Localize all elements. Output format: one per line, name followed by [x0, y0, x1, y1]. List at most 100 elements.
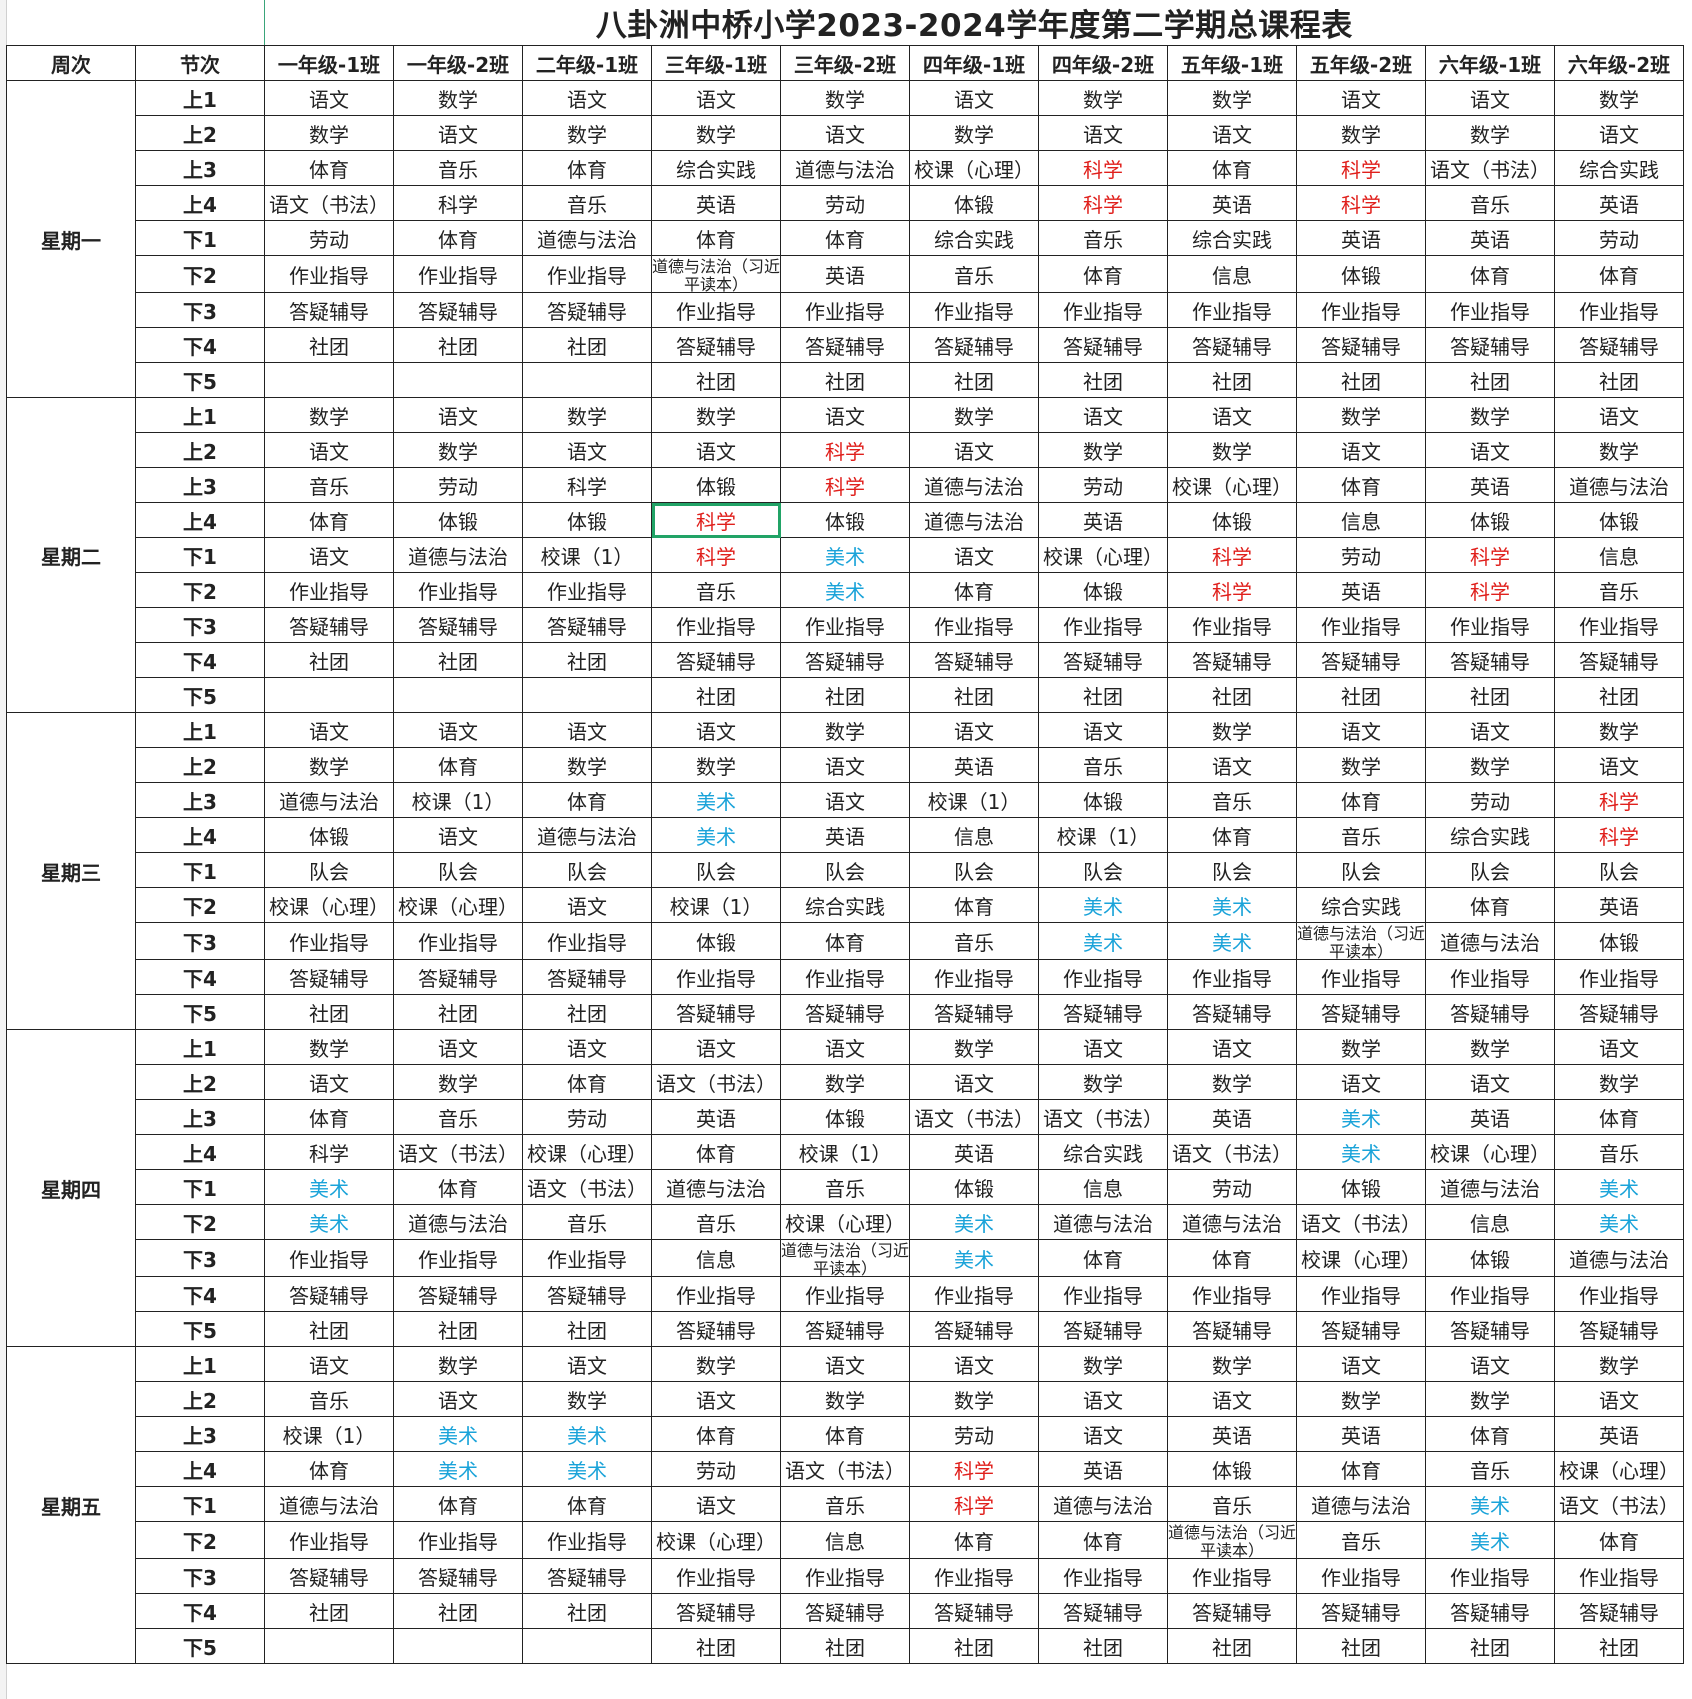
- course-cell[interactable]: 数学: [1167, 80, 1297, 116]
- course-cell[interactable]: 答疑辅导: [264, 607, 394, 643]
- course-cell[interactable]: 数学: [1296, 397, 1426, 433]
- course-cell[interactable]: 美术: [1425, 1486, 1555, 1522]
- period-cell[interactable]: 上3: [135, 1416, 265, 1452]
- course-cell[interactable]: 体锻: [264, 817, 394, 853]
- header-class[interactable]: 四年级-2班: [1038, 45, 1168, 81]
- course-cell[interactable]: 数学: [393, 80, 523, 116]
- course-cell[interactable]: 答疑辅导: [264, 1558, 394, 1594]
- course-cell[interactable]: 校课（心理）: [1554, 1451, 1684, 1487]
- course-cell[interactable]: 语文（书法）: [264, 185, 394, 221]
- course-cell[interactable]: 作业指导: [393, 255, 523, 293]
- course-cell[interactable]: 音乐: [1425, 1451, 1555, 1487]
- course-cell[interactable]: 道德与法治: [393, 537, 523, 573]
- course-cell[interactable]: 语文: [393, 817, 523, 853]
- course-cell[interactable]: 科学: [1296, 185, 1426, 221]
- course-cell[interactable]: 答疑辅导: [1296, 642, 1426, 678]
- course-cell[interactable]: 作业指导: [909, 1558, 1039, 1594]
- period-cell[interactable]: 下3: [135, 1558, 265, 1594]
- course-cell[interactable]: 科学: [651, 502, 781, 538]
- course-cell[interactable]: 体锻: [1554, 922, 1684, 960]
- course-cell[interactable]: 体育: [264, 1099, 394, 1135]
- course-cell[interactable]: 答疑辅导: [393, 607, 523, 643]
- course-cell[interactable]: 劳动: [522, 1099, 652, 1135]
- period-cell[interactable]: 上4: [135, 502, 265, 538]
- course-cell[interactable]: 语文: [522, 712, 652, 748]
- course-cell[interactable]: 道德与法治: [1425, 1169, 1555, 1205]
- course-cell[interactable]: 社团: [264, 1593, 394, 1629]
- course-cell[interactable]: 语文（书法）: [1425, 150, 1555, 186]
- course-cell[interactable]: 数学: [1554, 1346, 1684, 1382]
- course-cell[interactable]: 作业指导: [1167, 959, 1297, 995]
- day-cell[interactable]: 星期四: [6, 1029, 136, 1347]
- header-class[interactable]: 五年级-1班: [1167, 45, 1297, 81]
- course-cell[interactable]: 英语: [1554, 1416, 1684, 1452]
- course-cell[interactable]: 信息: [1296, 502, 1426, 538]
- course-cell[interactable]: 作业指导: [909, 292, 1039, 328]
- course-cell[interactable]: 体锻: [522, 502, 652, 538]
- course-cell[interactable]: 校课（心理）: [1167, 467, 1297, 503]
- course-cell[interactable]: 美术: [909, 1204, 1039, 1240]
- period-cell[interactable]: 上4: [135, 817, 265, 853]
- course-cell[interactable]: 社团: [651, 677, 781, 713]
- period-cell[interactable]: 下2: [135, 255, 265, 293]
- course-cell[interactable]: 作业指导: [1296, 1558, 1426, 1594]
- header-class[interactable]: 五年级-2班: [1296, 45, 1426, 81]
- course-cell[interactable]: 语文（书法）: [651, 1064, 781, 1100]
- course-cell[interactable]: 社团: [1038, 1628, 1168, 1664]
- period-cell[interactable]: 上2: [135, 747, 265, 783]
- course-cell[interactable]: 体锻: [651, 467, 781, 503]
- course-cell[interactable]: 作业指导: [393, 1521, 523, 1559]
- course-cell[interactable]: 音乐: [1296, 817, 1426, 853]
- course-cell[interactable]: 道德与法治（习近平读本）: [780, 1239, 910, 1277]
- course-cell[interactable]: 体锻: [393, 502, 523, 538]
- course-cell[interactable]: 劳动: [651, 1451, 781, 1487]
- course-cell[interactable]: 数学: [264, 1029, 394, 1065]
- course-cell[interactable]: 语文: [909, 80, 1039, 116]
- course-cell[interactable]: 科学: [651, 537, 781, 573]
- page-title[interactable]: 八卦洲中桥小学2023-2024学年度第二学期总课程表: [264, 0, 1684, 46]
- course-cell[interactable]: 语文: [1038, 1029, 1168, 1065]
- course-cell[interactable]: 语文: [1167, 1029, 1297, 1065]
- course-cell[interactable]: 科学: [1296, 150, 1426, 186]
- course-cell[interactable]: 社团: [909, 1628, 1039, 1664]
- period-cell[interactable]: 下4: [135, 959, 265, 995]
- course-cell[interactable]: 体育: [522, 1486, 652, 1522]
- course-cell[interactable]: 美术: [1167, 922, 1297, 960]
- period-cell[interactable]: 下3: [135, 292, 265, 328]
- course-cell[interactable]: 答疑辅导: [651, 642, 781, 678]
- course-cell[interactable]: 答疑辅导: [264, 1276, 394, 1312]
- course-cell[interactable]: 体育: [651, 220, 781, 256]
- course-cell[interactable]: 社团: [393, 642, 523, 678]
- course-cell[interactable]: 英语: [1038, 502, 1168, 538]
- course-cell[interactable]: 社团: [1554, 362, 1684, 398]
- course-cell[interactable]: 体育: [1425, 887, 1555, 923]
- header-period[interactable]: 节次: [135, 45, 265, 81]
- course-cell[interactable]: 科学: [909, 1451, 1039, 1487]
- course-cell[interactable]: 答疑辅导: [1425, 327, 1555, 363]
- course-cell[interactable]: 答疑辅导: [909, 994, 1039, 1030]
- course-cell[interactable]: 作业指导: [651, 292, 781, 328]
- course-cell[interactable]: 体育: [522, 150, 652, 186]
- course-cell[interactable]: 数学: [909, 1381, 1039, 1417]
- course-cell[interactable]: 答疑辅导: [909, 1311, 1039, 1347]
- course-cell[interactable]: 答疑辅导: [1167, 994, 1297, 1030]
- course-cell[interactable]: 社团: [1425, 677, 1555, 713]
- course-cell[interactable]: 队会: [1167, 852, 1297, 888]
- course-cell[interactable]: 道德与法治: [393, 1204, 523, 1240]
- period-cell[interactable]: 上4: [135, 1134, 265, 1170]
- header-class[interactable]: 一年级-2班: [393, 45, 523, 81]
- course-cell[interactable]: 道德与法治（习近平读本）: [651, 255, 781, 293]
- course-cell[interactable]: 答疑辅导: [1554, 1593, 1684, 1629]
- course-cell[interactable]: 数学: [1425, 397, 1555, 433]
- course-cell[interactable]: 作业指导: [264, 922, 394, 960]
- course-cell[interactable]: 语文: [1038, 712, 1168, 748]
- period-cell[interactable]: 下2: [135, 887, 265, 923]
- course-cell[interactable]: [264, 677, 394, 713]
- course-cell[interactable]: 作业指导: [393, 1239, 523, 1277]
- course-cell[interactable]: 语文: [393, 397, 523, 433]
- course-cell[interactable]: 语文: [1425, 712, 1555, 748]
- period-cell[interactable]: 下4: [135, 642, 265, 678]
- course-cell[interactable]: 体锻: [1425, 502, 1555, 538]
- course-cell[interactable]: 数学: [651, 115, 781, 151]
- course-cell[interactable]: 语文: [909, 432, 1039, 468]
